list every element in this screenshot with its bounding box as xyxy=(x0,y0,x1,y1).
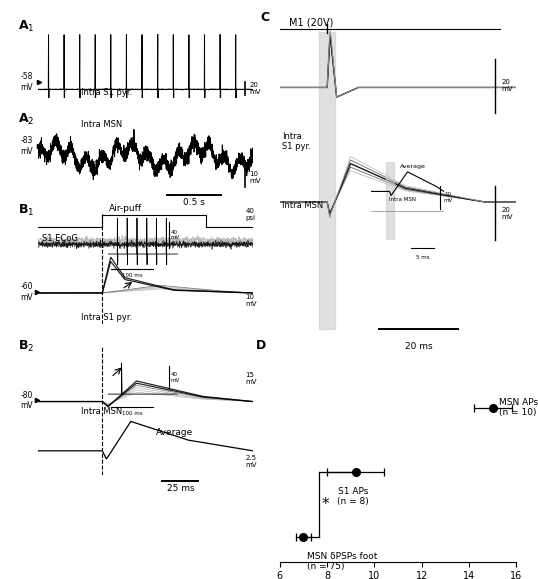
Text: Intra MSN: Intra MSN xyxy=(81,120,122,129)
Text: D: D xyxy=(256,339,266,351)
Text: 40
mV: 40 mV xyxy=(171,229,180,240)
Bar xyxy=(386,162,394,240)
Text: C: C xyxy=(261,11,270,24)
Text: 40
psi: 40 psi xyxy=(245,208,256,221)
Text: -80
mV: -80 mV xyxy=(21,390,33,410)
Text: MSN δPSPs foot
(n = 75): MSN δPSPs foot (n = 75) xyxy=(307,552,377,571)
Text: M1 (20V): M1 (20V) xyxy=(289,17,334,27)
Text: -58
mV: -58 mV xyxy=(21,72,33,91)
Text: -60
mV: -60 mV xyxy=(21,282,33,302)
Text: 0.5 s: 0.5 s xyxy=(183,197,204,207)
Text: 100 ms: 100 ms xyxy=(122,273,143,278)
Text: Average: Average xyxy=(156,428,193,437)
Text: 10
mV: 10 mV xyxy=(245,294,257,307)
Text: 40
mV: 40 mV xyxy=(171,372,180,383)
Text: Intra S1 pyr.: Intra S1 pyr. xyxy=(81,89,132,97)
Text: S1 APs
(n = 8): S1 APs (n = 8) xyxy=(337,487,369,507)
Text: Air-puff: Air-puff xyxy=(109,204,142,212)
Text: 20 ms: 20 ms xyxy=(405,342,433,350)
Text: Intra MSN: Intra MSN xyxy=(390,197,416,202)
Text: 5 ms: 5 ms xyxy=(416,255,430,260)
Text: *: * xyxy=(321,497,329,512)
Bar xyxy=(319,32,335,329)
Text: B$_2$: B$_2$ xyxy=(18,339,34,354)
Text: 15
mV: 15 mV xyxy=(245,372,257,385)
Text: Intra
S1 pyr.: Intra S1 pyr. xyxy=(282,132,311,152)
Text: S1 ECoG: S1 ECoG xyxy=(42,234,78,243)
Text: 10
mV: 10 mV xyxy=(250,171,261,184)
Text: Intra MSN: Intra MSN xyxy=(81,406,122,416)
Text: B$_1$: B$_1$ xyxy=(18,203,34,218)
Text: Average: Average xyxy=(400,164,426,170)
Text: Intra S1 pyr.: Intra S1 pyr. xyxy=(81,313,132,321)
Text: 20
mV: 20 mV xyxy=(250,82,261,95)
Text: A$_1$: A$_1$ xyxy=(18,19,35,35)
Text: 2.5
mV: 2.5 mV xyxy=(245,455,257,468)
Text: A$_2$: A$_2$ xyxy=(18,112,34,127)
Text: MSN APs
(n = 10): MSN APs (n = 10) xyxy=(499,398,538,417)
Text: 20
mV: 20 mV xyxy=(501,79,513,92)
Text: 25 ms: 25 ms xyxy=(167,484,194,493)
Text: 20
mV: 20 mV xyxy=(501,207,513,219)
Text: 100 ms: 100 ms xyxy=(122,411,143,416)
Text: 10
mV: 10 mV xyxy=(444,192,453,203)
Text: -83
mV: -83 mV xyxy=(21,136,33,156)
Text: Intra MSN: Intra MSN xyxy=(282,201,323,210)
